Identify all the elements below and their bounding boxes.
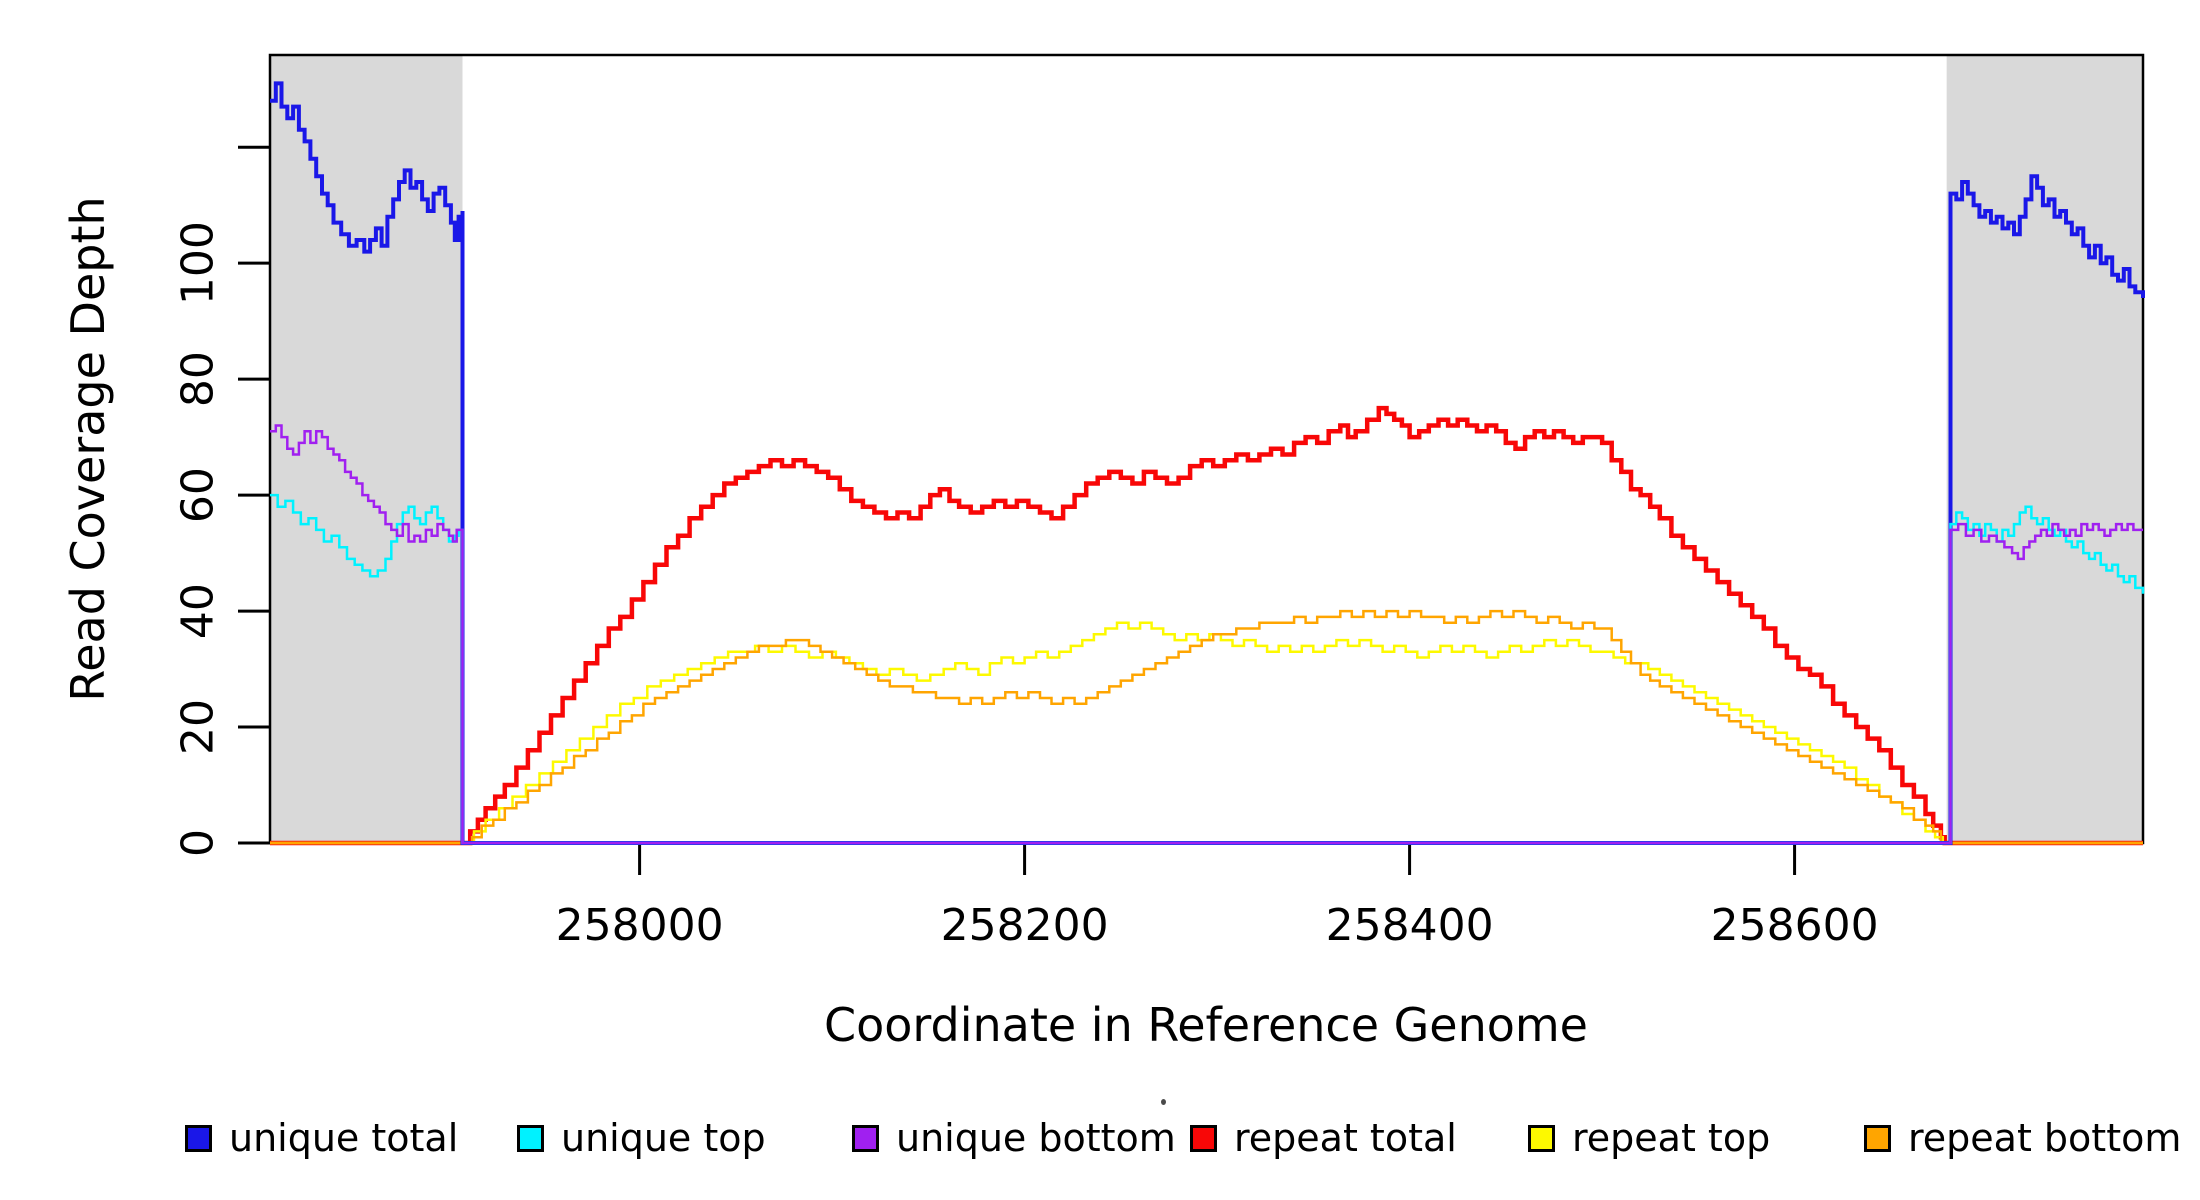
x-tick-label: 258600 [1711, 900, 1879, 951]
x-tick-label: 258200 [941, 900, 1109, 951]
shaded-region-left-flank [270, 55, 463, 843]
y-tick-label: 40 [173, 583, 224, 639]
y-tick-label: 60 [173, 467, 224, 523]
y-axis-title: Read Coverage Depth [61, 196, 115, 702]
x-axis-title: Coordinate in Reference Genome [824, 998, 1588, 1052]
shaded-region-right-flank [1946, 55, 2143, 843]
y-tick-label: 20 [173, 699, 224, 755]
y-tick-label: 0 [173, 829, 224, 857]
stray-mark-dot [1161, 1099, 1166, 1105]
y-tick-label: 100 [173, 221, 224, 305]
series-unique-bottom [270, 424, 2143, 845]
x-tick-label: 258000 [556, 900, 724, 951]
y-tick-label: 80 [173, 351, 224, 407]
x-tick-label: 258400 [1326, 900, 1494, 951]
series-unique-top [270, 493, 2145, 845]
series-repeat-bottom [270, 609, 2143, 845]
series-repeat-total [270, 405, 2143, 846]
series-repeat-top [270, 621, 2143, 845]
